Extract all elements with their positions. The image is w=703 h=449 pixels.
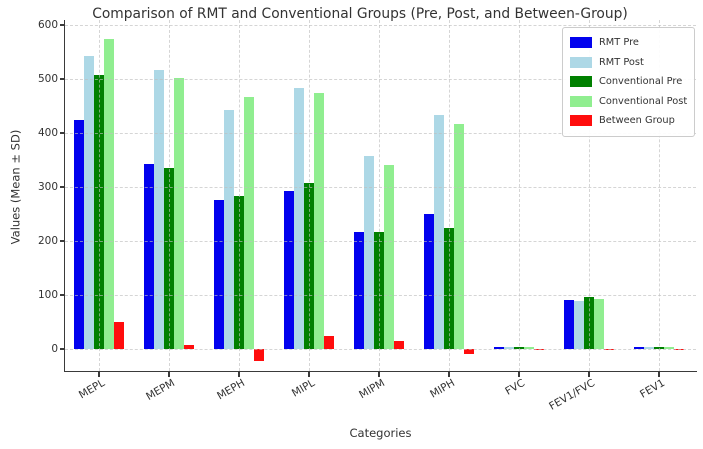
legend-entry: Between Group [570, 111, 687, 131]
bar-rmt-pre [494, 346, 504, 349]
x-tick-mark [308, 372, 310, 377]
bar-conventional-post [314, 92, 324, 349]
chart-title: Comparison of RMT and Conventional Group… [92, 6, 628, 22]
bar-rmt-post [644, 347, 654, 349]
y-tick-mark [60, 186, 65, 188]
bar-rmt-pre [284, 191, 294, 349]
legend-swatch [570, 115, 592, 127]
bar-rmt-post [434, 115, 444, 349]
bar-conventional-post [384, 164, 394, 349]
legend-entry: RMT Post [570, 53, 687, 73]
x-tick-mark [238, 372, 240, 377]
y-tick-mark [60, 294, 65, 296]
legend-label: Conventional Pre [599, 76, 683, 88]
v-gridline [309, 20, 310, 371]
bar-rmt-pre [144, 163, 154, 349]
bar-rmt-pre [74, 119, 84, 349]
bar-rmt-post [154, 69, 164, 349]
h-gridline [65, 187, 696, 188]
bar-between-group [254, 349, 264, 361]
bar-between-group [464, 349, 474, 355]
x-tick-mark [98, 372, 100, 377]
y-tick-mark [60, 78, 65, 80]
legend: RMT Pre RMT Post Conventional Pre Conventio… [562, 27, 695, 137]
bar-rmt-pre [214, 199, 224, 349]
v-gridline [99, 20, 100, 371]
y-axis-title: Values (Mean ± SD) [8, 129, 22, 245]
bar-rmt-post [574, 300, 584, 349]
y-tick-label: 400 [37, 126, 58, 139]
legend-label: RMT Post [599, 56, 644, 68]
v-gridline [169, 20, 170, 371]
h-gridline [65, 25, 696, 26]
bar-rmt-post [84, 56, 94, 349]
bar-between-group [324, 335, 334, 349]
x-tick-mark [658, 372, 660, 377]
x-axis-title: Categories [349, 426, 412, 440]
legend-label: RMT Pre [599, 37, 639, 49]
bar-rmt-pre [634, 347, 644, 349]
bar-rmt-post [224, 109, 234, 349]
x-tick-mark [168, 372, 170, 377]
bar-conventional-post [594, 299, 604, 349]
y-tick-mark [60, 24, 65, 26]
v-gridline [519, 20, 520, 371]
y-tick-label: 600 [37, 18, 58, 31]
legend-entry: RMT Pre [570, 33, 687, 53]
bar-conventional-post [104, 38, 114, 349]
plot-area [65, 20, 696, 371]
h-gridline [65, 241, 696, 242]
legend-entry: Conventional Post [570, 92, 687, 112]
legend-swatch [570, 37, 592, 49]
y-axis-spine [64, 20, 66, 371]
bar-conventional-post [664, 347, 674, 349]
bar-rmt-post [504, 346, 514, 349]
bar-rmt-post [294, 88, 304, 349]
bar-conventional-post [244, 97, 254, 349]
bar-between-group [394, 340, 404, 349]
y-tick-label: 100 [37, 288, 58, 301]
legend-swatch [570, 56, 592, 68]
bar-rmt-pre [354, 231, 364, 349]
bar-conventional-post [524, 346, 534, 349]
h-gridline [65, 295, 696, 296]
bar-conventional-post [454, 123, 464, 349]
y-tick-label: 300 [37, 180, 58, 193]
y-tick-label: 0 [51, 342, 58, 355]
y-tick-mark [60, 348, 65, 350]
legend-swatch [570, 95, 592, 107]
x-tick-mark [378, 372, 380, 377]
y-tick-mark [60, 240, 65, 242]
h-gridline [65, 133, 696, 134]
bar-between-group [184, 344, 194, 349]
x-tick-mark [518, 372, 520, 377]
v-gridline [239, 20, 240, 371]
legend-label: Conventional Post [599, 95, 688, 107]
bar-rmt-pre [424, 214, 434, 349]
legend-label: Between Group [599, 115, 675, 127]
v-gridline [379, 20, 380, 371]
legend-entry: Conventional Pre [570, 72, 687, 92]
v-gridline [589, 20, 590, 371]
v-gridline [659, 20, 660, 371]
bar-rmt-post [364, 155, 374, 349]
y-tick-mark [60, 132, 65, 134]
h-gridline [65, 349, 696, 350]
x-tick-mark [448, 372, 450, 377]
bar-between-group [114, 322, 124, 349]
y-tick-label: 200 [37, 234, 58, 247]
x-axis-spine [64, 370, 697, 372]
bar-conventional-post [174, 78, 184, 349]
x-tick-mark [588, 372, 590, 377]
legend-swatch [570, 76, 592, 88]
y-tick-label: 500 [37, 72, 58, 85]
h-gridline [65, 79, 696, 80]
bar-rmt-pre [564, 300, 574, 349]
v-gridline [449, 20, 450, 371]
